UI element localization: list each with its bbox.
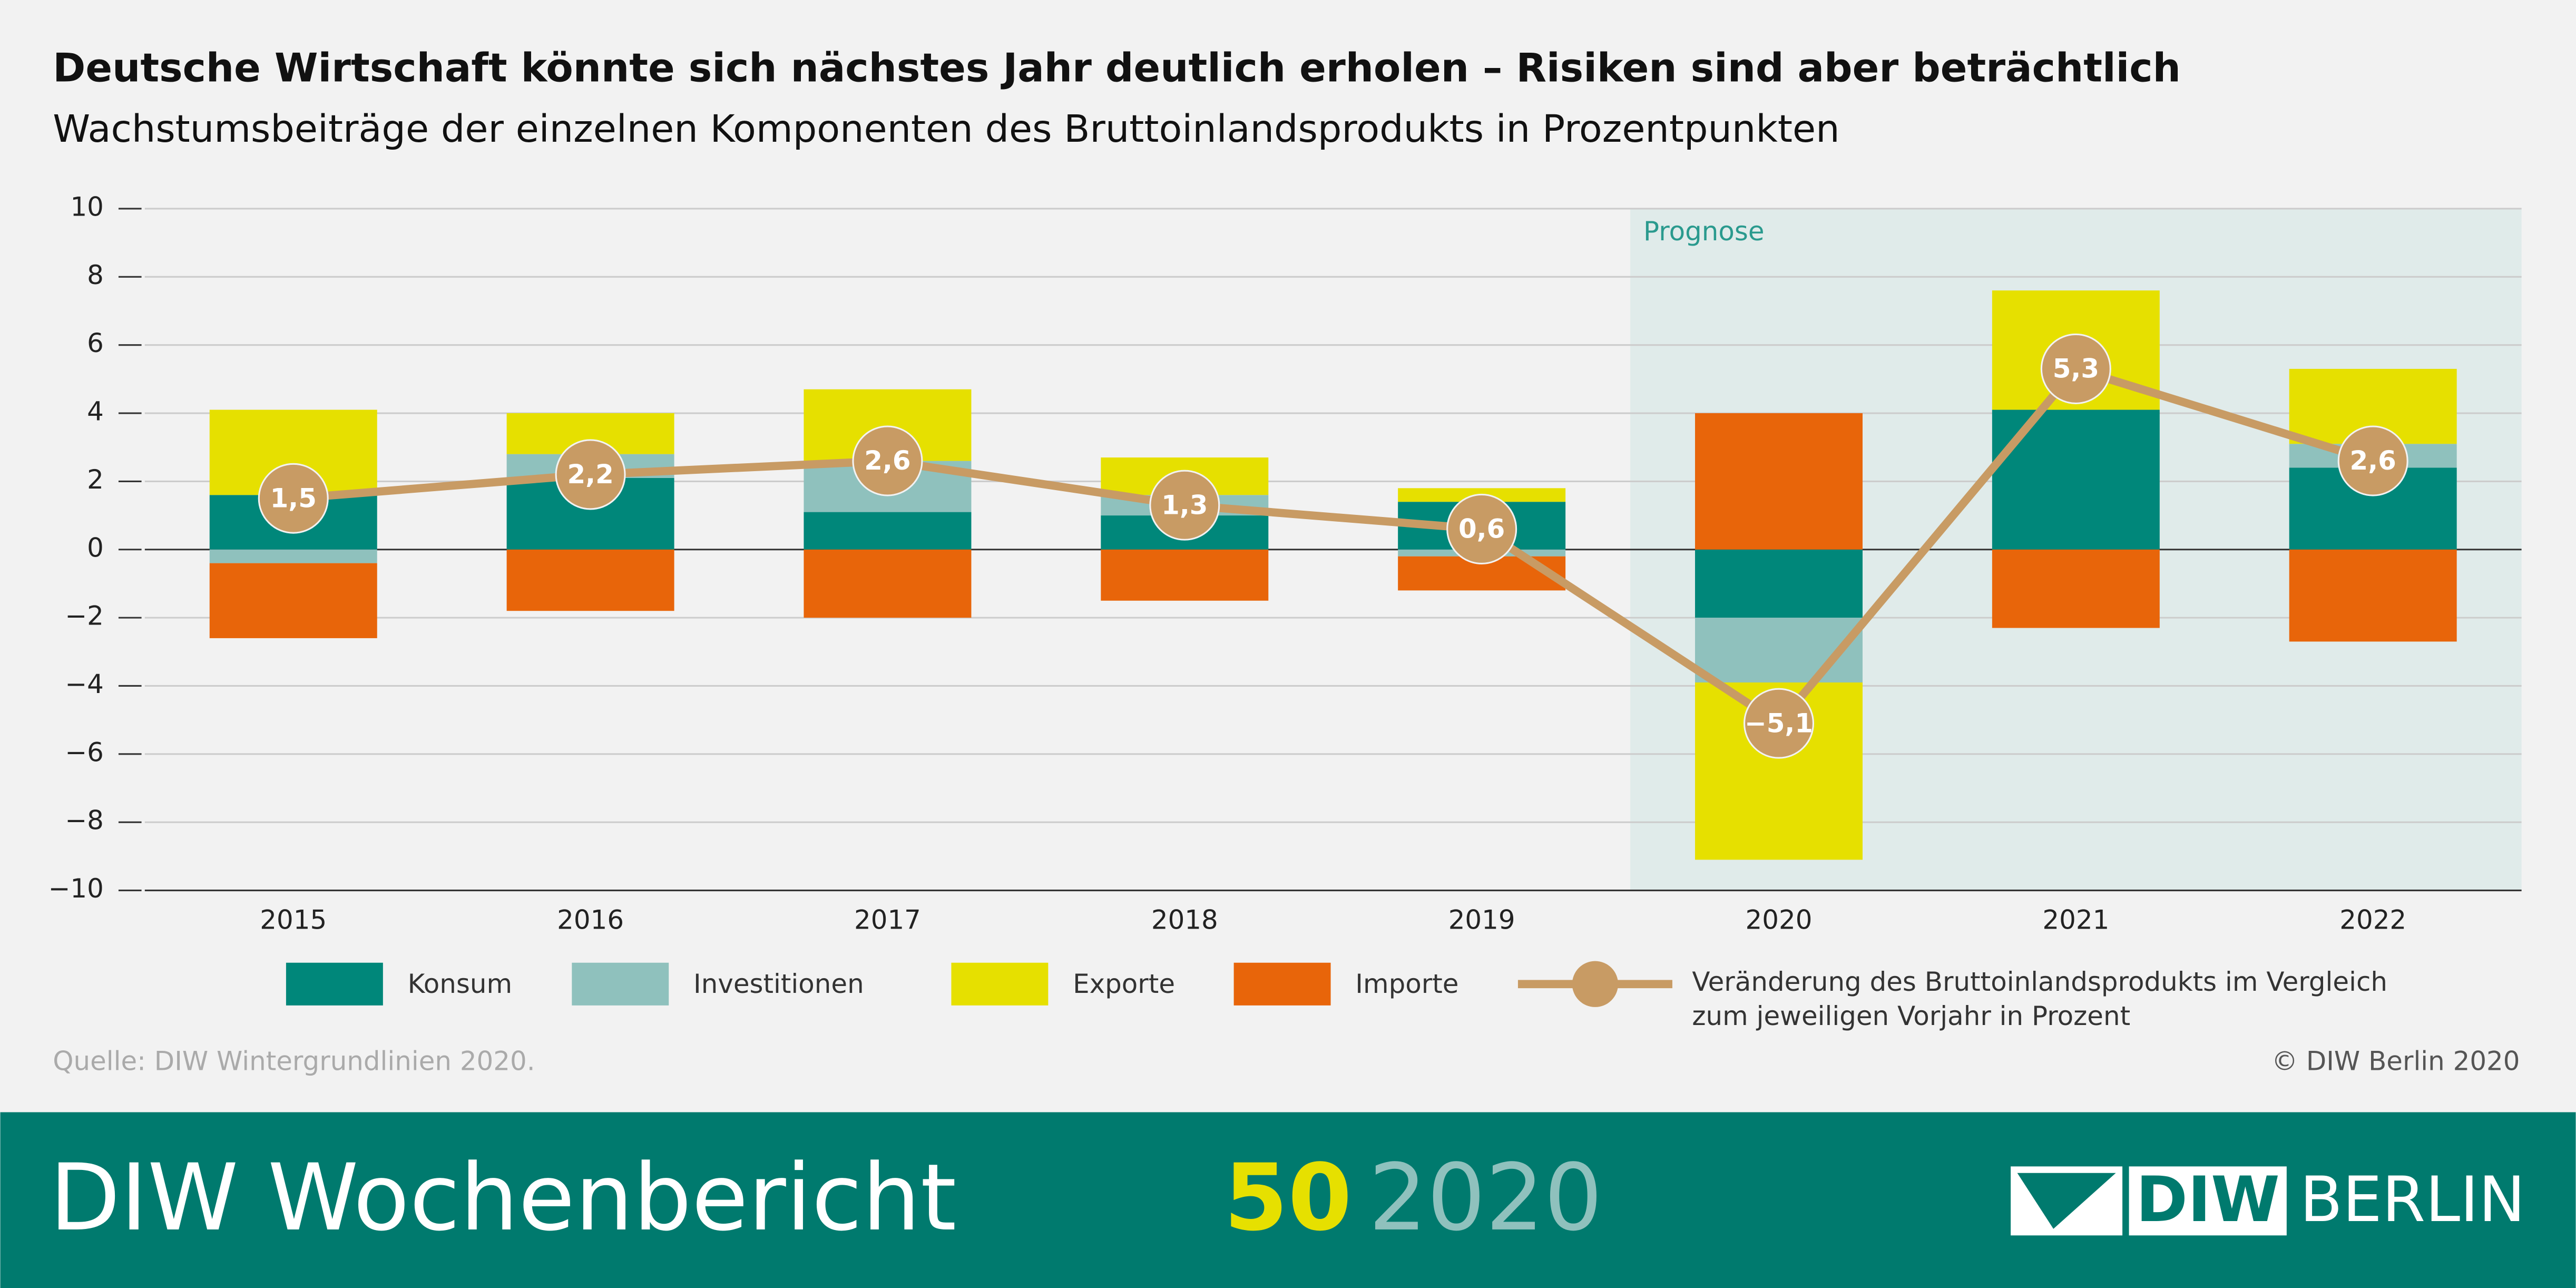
chart-title: Deutsche Wirtschaft könnte sich nächstes… [53, 45, 2181, 91]
data-label: 1,3 [1161, 490, 1208, 520]
line-point [555, 439, 626, 510]
line-point [258, 463, 329, 534]
bar-segment [209, 549, 377, 563]
y-tick-label: 4 [87, 396, 104, 427]
y-tick-label: −6 [65, 737, 104, 767]
logo-left-box [2129, 1166, 2287, 1236]
x-tick-label: 2017 [854, 904, 921, 935]
issue: 50 [1224, 1145, 1352, 1252]
y-tick-label: 10 [70, 191, 103, 222]
chart-subtitle: Wachstumsbeiträge der einzelnen Komponen… [53, 106, 1839, 151]
legend-label: Exporte [1073, 969, 1175, 999]
y-tick-label: −2 [65, 601, 104, 631]
bar-segment [506, 549, 674, 611]
line-point [2040, 333, 2111, 404]
legend-label: Investitionen [693, 969, 864, 999]
y-tick-label: 6 [87, 328, 104, 358]
bar-segment [1101, 549, 1269, 601]
y-tick-label: −10 [48, 873, 104, 904]
legend: Konsum Investitionen Exporte Importe Verände… [286, 961, 2387, 1032]
data-label: 2,2 [567, 459, 613, 490]
y-tick-label: −4 [65, 669, 104, 699]
data-label: −5,1 [1745, 708, 1813, 738]
y-tick-label: 0 [87, 532, 104, 563]
x-tick-label: 2019 [1448, 904, 1515, 935]
legend-swatch [572, 962, 669, 1006]
legend-swatch [951, 962, 1049, 1006]
line-point [1149, 470, 1220, 541]
logo-shape [2017, 1173, 2116, 1229]
y-tick-label: 2 [87, 464, 104, 495]
line-point [1743, 688, 1815, 759]
bar-segment [804, 512, 972, 550]
bar-segment [1992, 549, 2160, 628]
year: 2020 [1368, 1145, 1602, 1252]
bar-segment [1695, 549, 1863, 618]
legend-marker [1572, 961, 1619, 1007]
copyright: © DIW Berlin 2020 [2271, 1046, 2520, 1076]
data-label: 2,6 [864, 445, 910, 476]
legend-label: Veränderung des Bruttoinlandsprodukts im… [1692, 966, 2387, 1032]
bar-segment [2289, 549, 2457, 642]
source: Quelle: DIW Wintergrundlinien 2020. [53, 1046, 535, 1076]
data-label: 1,5 [270, 483, 317, 513]
publication: DIW Wochenbericht [50, 1145, 956, 1252]
bar-segment [1992, 409, 2160, 550]
plot-area: Prognose −10 −8 −6 −4 −2 0 2 4 6 8 10 2015 2016 2017 20… [48, 191, 2522, 935]
bar-segment [1695, 618, 1863, 683]
x-tick-label: 2016 [557, 904, 624, 935]
annotation: Prognose [1643, 216, 1765, 247]
x-tick-label: 2022 [2339, 904, 2406, 935]
logo-mark [2011, 1166, 2123, 1236]
logo-left: DIW [2136, 1163, 2280, 1236]
y-tick-label: −8 [65, 805, 104, 836]
x-tick-label: 2021 [2042, 904, 2109, 935]
x-tick-label: 2018 [1151, 904, 1218, 935]
legend-swatch [286, 962, 383, 1006]
legend-entry: Veränderung des Bruttoinlandsprodukts im… [1692, 966, 2387, 1032]
legend-label: Importe [1355, 969, 1458, 999]
data-label: 2,6 [2350, 445, 2396, 476]
y-tick-label: 8 [87, 260, 104, 290]
line-point [1446, 493, 1517, 564]
legend-swatch [1233, 962, 1331, 1006]
x-tick-label: 2015 [260, 904, 327, 935]
line [293, 364, 2375, 729]
x-tick-label: 2020 [1746, 904, 1813, 935]
logo-right: BERLIN [2300, 1163, 2525, 1236]
legend-label: Konsum [408, 969, 512, 999]
bar-segment [1695, 413, 1863, 550]
data-label: 5,3 [2053, 354, 2099, 384]
data-label: 0,6 [1458, 514, 1505, 544]
bar-segment [209, 563, 377, 638]
line-point [852, 425, 923, 496]
bar-segment [804, 549, 972, 618]
line-point [2337, 425, 2408, 496]
